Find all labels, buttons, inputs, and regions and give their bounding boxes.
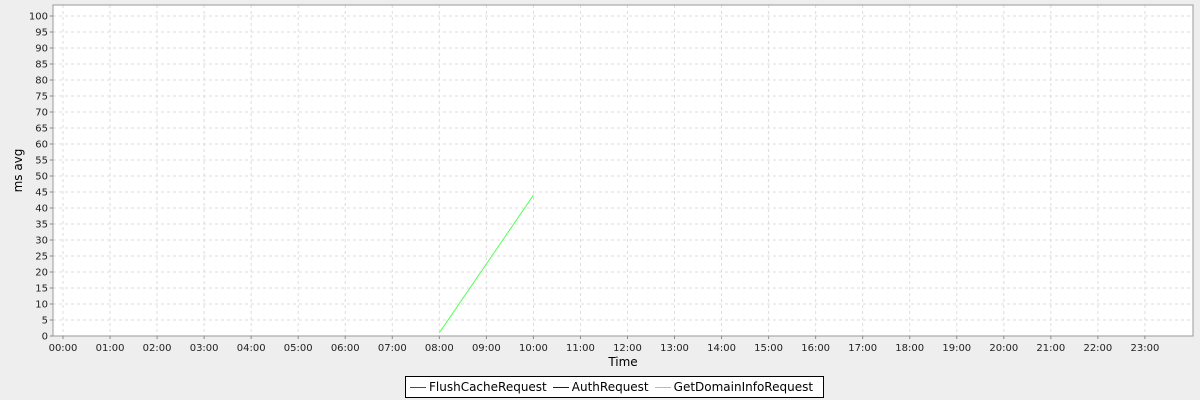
y-axis-label: ms avg [11, 149, 25, 193]
y-tick-label: 20 [35, 268, 48, 279]
y-tick-label: 40 [35, 204, 48, 215]
legend-item: FlushCacheRequest [410, 380, 547, 394]
y-tick-label: 80 [35, 76, 48, 87]
x-tick-label: 05:00 [284, 343, 313, 354]
y-tick-label: 30 [35, 236, 48, 247]
x-tick-label: 15:00 [754, 343, 783, 354]
x-tick-label: 11:00 [566, 343, 595, 354]
x-tick-label: 09:00 [472, 343, 501, 354]
chart: 0 5 10 15 20 25 30 35 40 45 50 55 60 65 70 75 80 85 90 95 10… [11, 4, 1194, 369]
legend-swatch [552, 386, 569, 388]
legend-swatch [654, 386, 671, 388]
x-tick-label: 07:00 [378, 343, 407, 354]
legend-label: GetDomainInfoRequest [673, 380, 814, 394]
y-tick-label: 70 [35, 108, 48, 119]
legend: FlushCacheRequest AuthRequest GetDomainInf… [405, 376, 825, 398]
y-tick-label: 35 [35, 220, 48, 231]
y-tick-label: 0 [42, 332, 48, 343]
x-tick-label: 18:00 [895, 343, 924, 354]
x-tick-label: 01:00 [96, 343, 125, 354]
x-tick-label: 19:00 [942, 343, 971, 354]
x-tick-label: 04:00 [237, 343, 266, 354]
y-tick-label: 85 [35, 60, 48, 71]
legend-label: FlushCacheRequest [429, 380, 547, 394]
x-tick-label: 00:00 [49, 343, 78, 354]
legend-swatch [410, 386, 426, 388]
x-tick-label: 22:00 [1083, 343, 1112, 354]
y-tick-label: 25 [35, 252, 48, 263]
x-tick-label: 13:00 [660, 343, 689, 354]
legend-item: GetDomainInfoRequest [654, 380, 814, 394]
x-tick-label: 08:00 [425, 343, 454, 354]
y-tick-label: 95 [35, 28, 48, 39]
x-tick-label: 20:00 [989, 343, 1018, 354]
y-tick-label: 100 [29, 12, 48, 23]
y-tick-label: 75 [35, 92, 48, 103]
x-tick-label: 02:00 [143, 343, 172, 354]
x-tick-label: 12:00 [613, 343, 642, 354]
y-tick-label: 50 [35, 172, 48, 183]
series-line [438, 194, 534, 334]
y-tick-label: 60 [35, 140, 48, 151]
x-tick-label: 17:00 [848, 343, 877, 354]
y-tick-label: 15 [35, 284, 48, 295]
x-tick-label: 06:00 [331, 343, 360, 354]
x-tick-label: 16:00 [801, 343, 830, 354]
x-tick-label: 21:00 [1036, 343, 1065, 354]
y-tick-label: 55 [35, 156, 48, 167]
x-tick-label: 03:00 [190, 343, 219, 354]
legend-label: AuthRequest [571, 380, 649, 394]
x-tick-label: 14:00 [707, 343, 736, 354]
y-tick-label: 90 [35, 44, 48, 55]
plot-area [53, 5, 1193, 336]
y-tick-label: 5 [42, 316, 48, 327]
y-tick-label: 10 [35, 300, 48, 311]
x-tick-label: 23:00 [1131, 343, 1160, 354]
x-axis-label: Time [607, 355, 637, 369]
plot-border [52, 4, 1194, 337]
legend-item: AuthRequest [552, 380, 649, 394]
y-tick-label: 65 [35, 124, 48, 135]
x-tick-label: 10:00 [519, 343, 548, 354]
y-tick-label: 45 [35, 188, 48, 199]
